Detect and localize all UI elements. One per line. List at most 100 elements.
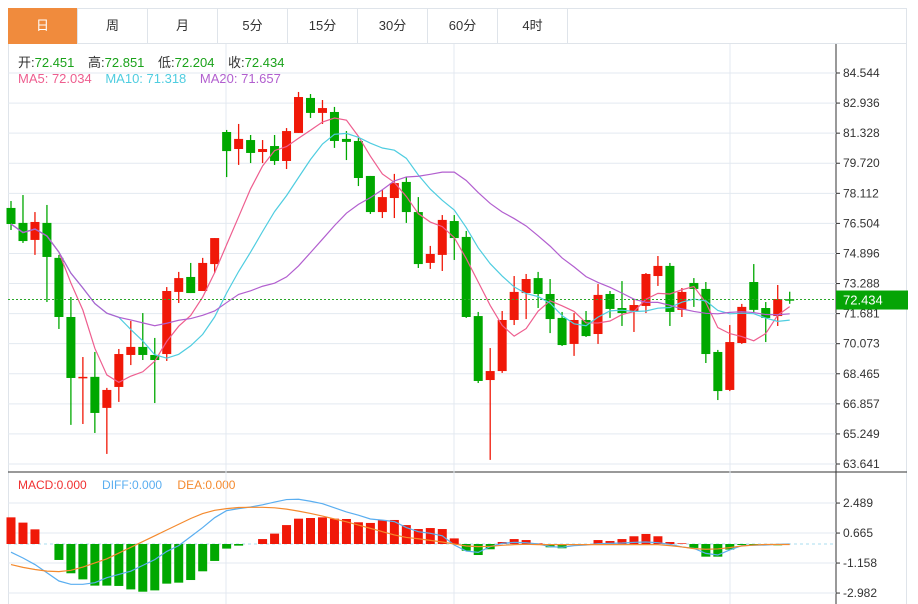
macd-bar [306,518,315,544]
candle [641,273,651,314]
tab-5[interactable]: 30分 [358,8,428,44]
tab-1[interactable]: 周 [78,8,148,44]
candle-body [389,183,399,199]
candle-body [413,212,423,265]
ma5-line [10,117,791,384]
price-tick-label: 81.328 [843,126,880,140]
candle [174,271,184,303]
macd-bar [425,528,435,544]
macd-bar [198,544,208,572]
candle-body [713,351,723,392]
candle [377,189,387,219]
candle-body [629,305,639,312]
candle [258,140,268,164]
tab-7[interactable]: 4时 [498,8,568,44]
candle [545,279,555,334]
candle-body [665,265,675,312]
candle-body [246,140,256,153]
candle-body [593,294,603,335]
candle [234,123,244,165]
macd-bar [102,544,112,586]
macd-bar [294,518,304,544]
candle-body [30,221,40,240]
tab-3[interactable]: 5分 [218,8,288,44]
tab-4[interactable]: 15分 [288,8,358,44]
candle [497,311,507,373]
candle-body [126,346,136,355]
candle [198,257,208,291]
candle-body [581,319,591,337]
candle-body [761,308,771,318]
macd-bar [557,544,567,549]
candle-body [294,97,304,133]
price-tick-label: 66.857 [843,397,880,411]
macd-bar [162,544,172,584]
candle-body [6,207,16,225]
candle [186,262,196,294]
macd-bar [521,540,531,544]
candle [138,313,148,361]
candle [90,351,100,433]
candle [306,94,315,118]
price-tick-label: 79.720 [843,156,880,170]
candle [629,299,639,332]
candle [557,311,567,346]
diff-line [10,498,790,585]
candle-body [509,291,519,320]
candle-body [737,306,747,343]
macd-bar [473,544,483,556]
macd-value: MACD:0.000 [18,478,87,492]
candle [126,320,136,366]
candle-body [437,219,447,255]
candle [773,285,783,326]
candle [102,387,112,454]
ma20-value: MA20: 71.657 [199,71,281,86]
candle [42,204,52,303]
tab-0[interactable]: 日 [8,8,78,44]
candle [749,264,759,312]
macd-bar [138,544,148,592]
candle-body [234,138,244,150]
macd-bar [725,544,735,550]
candle-body [42,222,52,257]
tab-6[interactable]: 60分 [428,8,498,44]
candle-body [677,291,687,310]
macd-legend: MACD:0.000 DIFF:0.000 DEA:0.000 [18,478,247,492]
candle [569,313,579,356]
price-tick-label: 78.112 [843,186,879,200]
open-value: 72.451 [34,55,75,70]
candle [605,290,615,318]
ma-info: MA5: 72.034 MA10: 71.318 MA20: 71.657 [18,71,291,86]
candle [593,284,603,344]
macd-bar [329,518,339,544]
dea-value: DEA:0.000 [177,478,236,492]
candle [617,281,627,326]
ma10-line [10,132,790,359]
macd-tick-label: 0.665 [843,526,873,540]
candle-body [102,389,112,408]
candle [294,91,304,133]
candle [437,215,447,271]
candle-body [773,299,783,317]
candle [365,175,375,214]
current-price-label: 72.434 [843,293,883,308]
candle [713,349,723,401]
macd-bar [617,539,627,544]
candle [150,337,160,404]
macd-bar [210,544,220,561]
candle-body [150,354,160,361]
macd-bar [677,543,687,544]
candle-body [114,354,124,387]
candle-body [198,262,208,291]
tab-2[interactable]: 月 [148,8,218,44]
close-label: 收: [228,55,245,70]
candle [533,271,543,309]
candle-body [497,319,507,372]
candle [521,273,531,320]
macd-bar [401,525,411,544]
macd-bar [186,544,196,581]
candle [473,311,483,384]
candle [653,256,663,286]
candle-body [377,197,387,213]
